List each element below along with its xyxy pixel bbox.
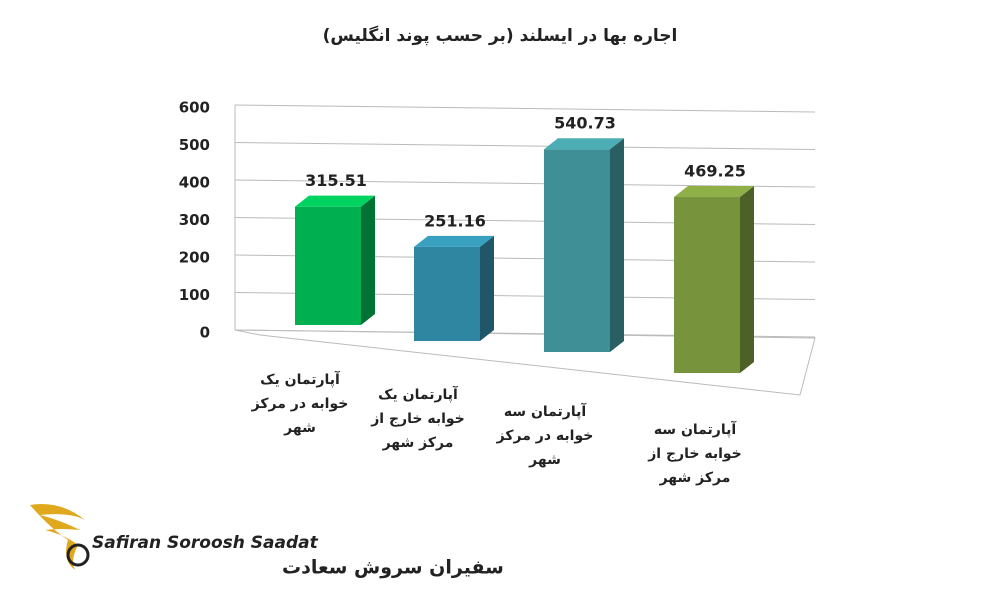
data-label: 315.51	[305, 171, 367, 190]
grid-line	[234, 179, 816, 188]
bar-top	[674, 186, 754, 198]
data-label: 540.73	[554, 114, 616, 133]
bar-side	[480, 235, 494, 341]
y-tick-label: 500	[179, 136, 210, 154]
grid-line	[234, 104, 816, 113]
y-tick-label: 300	[179, 211, 210, 229]
bar-side	[740, 186, 754, 373]
x-tick-label: آپارتمان یک خوابه در مرکز شهر	[251, 372, 349, 436]
bar-front	[674, 197, 740, 373]
bar-front	[544, 149, 610, 352]
y-tick-label: 0	[200, 324, 210, 342]
bar-side	[361, 195, 375, 325]
bar-top	[414, 235, 494, 247]
bar-top	[544, 138, 624, 150]
logo-wing	[30, 504, 85, 570]
x-tick-label: آپارتمان سه خوابه خارج از مرکز شهر	[648, 422, 742, 486]
bar	[674, 186, 754, 373]
data-label: 251.16	[424, 211, 486, 230]
logo-name-fa: سفیران سروش سعادت	[282, 557, 504, 579]
x-tick-label: آپارتمان سه خوابه در مرکز شهر	[496, 404, 594, 468]
logo-name-en: Safiran Soroosh Saadat	[92, 533, 319, 553]
bar-side	[610, 138, 624, 352]
bar	[544, 138, 624, 352]
x-tick-label: آپارتمان یک خوابه خارج از مرکز شهر	[371, 387, 465, 451]
logo-ring	[66, 543, 90, 567]
bar-front	[295, 206, 361, 325]
bar-front	[414, 246, 480, 341]
logo: Safiran Soroosh Saadat سفیران سروش سعادت	[30, 504, 504, 579]
bar-top	[295, 195, 375, 207]
y-tick-label: 100	[179, 286, 210, 304]
y-tick-label: 600	[179, 99, 210, 117]
chart-title: اجاره بها در ایسلند (بر حسب پوند انگلیس)	[323, 25, 678, 46]
grid-line	[234, 142, 816, 150]
bar	[414, 235, 494, 341]
bar	[295, 195, 375, 325]
y-tick-label: 400	[179, 174, 210, 192]
data-label: 469.25	[684, 162, 746, 181]
y-tick-label: 200	[179, 249, 210, 267]
